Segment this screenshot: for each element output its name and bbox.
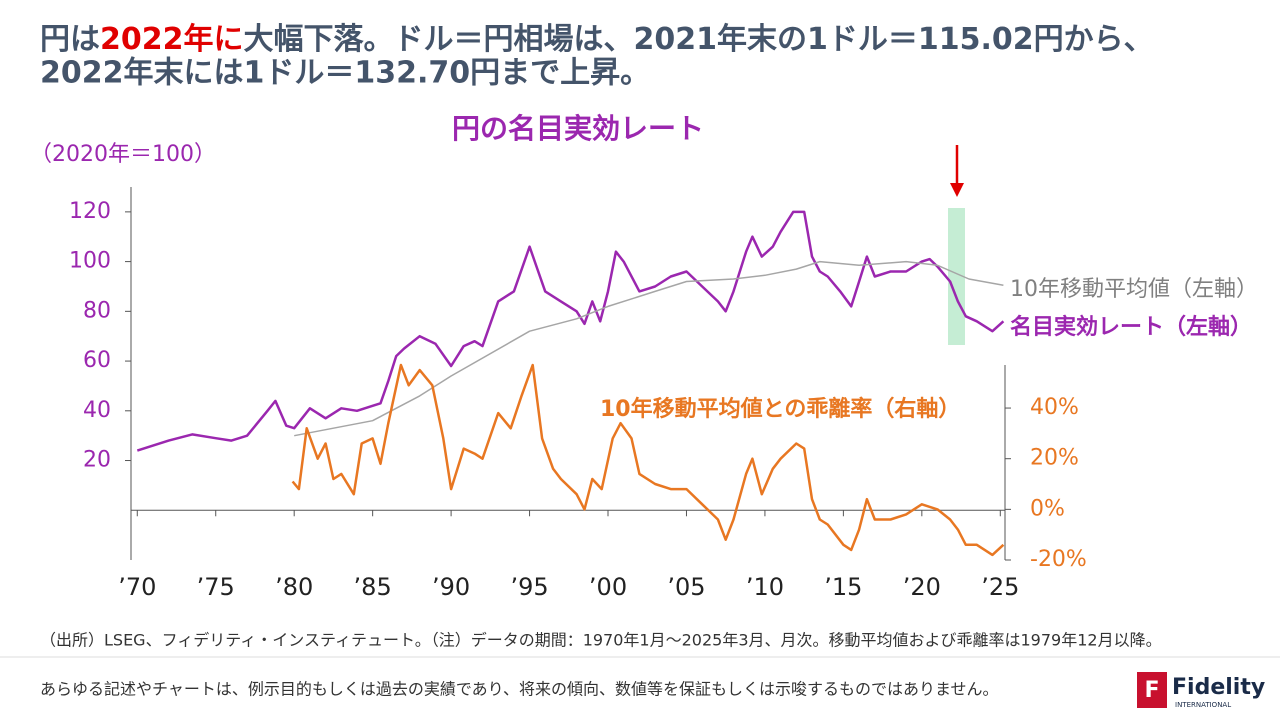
series-line bbox=[294, 260, 1004, 437]
y-axis-label: （2020年＝100） bbox=[30, 142, 216, 167]
series-label: 10年移動平均値（左軸） bbox=[1010, 277, 1258, 302]
y2-tick-label: 0% bbox=[1030, 496, 1065, 521]
logo-sub: INTERNATIONAL bbox=[1175, 701, 1231, 709]
source-note: （出所）LSEG、フィデリティ・インスティテュート。（注）データの期間：1970… bbox=[40, 631, 1162, 650]
logo-glyph: F bbox=[1144, 678, 1159, 703]
y-tick-label: 20 bbox=[83, 448, 111, 473]
logo-mark bbox=[1137, 672, 1167, 708]
y-tick-label: 100 bbox=[69, 249, 111, 274]
headline-highlight: 2022年に bbox=[100, 22, 244, 57]
disclaimer: あらゆる記述やチャートは、例示目的もしくは過去の実績であり、将来の傾向、数値等を… bbox=[40, 680, 999, 699]
y-tick-label: 40 bbox=[83, 398, 111, 423]
x-tick-label: ’10 bbox=[746, 573, 784, 601]
logo-text: Fidelity bbox=[1172, 675, 1265, 700]
highlight-band bbox=[948, 208, 965, 345]
headline-part: 大幅下落。ドル＝円相場は、2021年末の1ドル＝115.02円から、 bbox=[244, 22, 1154, 57]
y2-tick-label: 20% bbox=[1030, 446, 1079, 471]
y2-tick-label: 40% bbox=[1030, 395, 1079, 420]
y-tick-label: 60 bbox=[83, 348, 111, 373]
x-tick-label: ’15 bbox=[824, 573, 862, 601]
x-tick-label: ’05 bbox=[667, 573, 705, 601]
x-tick-label: ’80 bbox=[275, 573, 313, 601]
series-line bbox=[291, 363, 1005, 557]
series-line bbox=[136, 210, 1005, 452]
arrow-head bbox=[950, 183, 964, 197]
x-tick-label: ’95 bbox=[510, 573, 548, 601]
headline-part: 円は bbox=[40, 22, 100, 57]
x-tick-label: ’25 bbox=[981, 573, 1019, 601]
headline-line2: 2022年末には1ドル＝132.70円まで上昇。 bbox=[40, 56, 650, 91]
x-tick-label: ’85 bbox=[354, 573, 392, 601]
series-label: 名目実効レート（左軸） bbox=[1010, 314, 1252, 340]
headline: 円は2022年に大幅下落。ドル＝円相場は、2021年末の1ドル＝115.02円か… bbox=[40, 22, 1154, 57]
x-tick-label: ’70 bbox=[118, 573, 156, 601]
y-tick-label: 120 bbox=[69, 199, 111, 224]
x-tick-label: ’90 bbox=[432, 573, 470, 601]
x-tick-label: ’75 bbox=[197, 573, 235, 601]
y2-tick-label: -20% bbox=[1030, 547, 1087, 572]
chart-title: 円の名目実効レート bbox=[452, 112, 704, 145]
x-tick-label: ’20 bbox=[903, 573, 941, 601]
y-tick-label: 80 bbox=[83, 298, 111, 323]
x-tick-label: ’00 bbox=[589, 573, 627, 601]
series-label: 10年移動平均値との乖離率（右軸） bbox=[600, 396, 960, 422]
